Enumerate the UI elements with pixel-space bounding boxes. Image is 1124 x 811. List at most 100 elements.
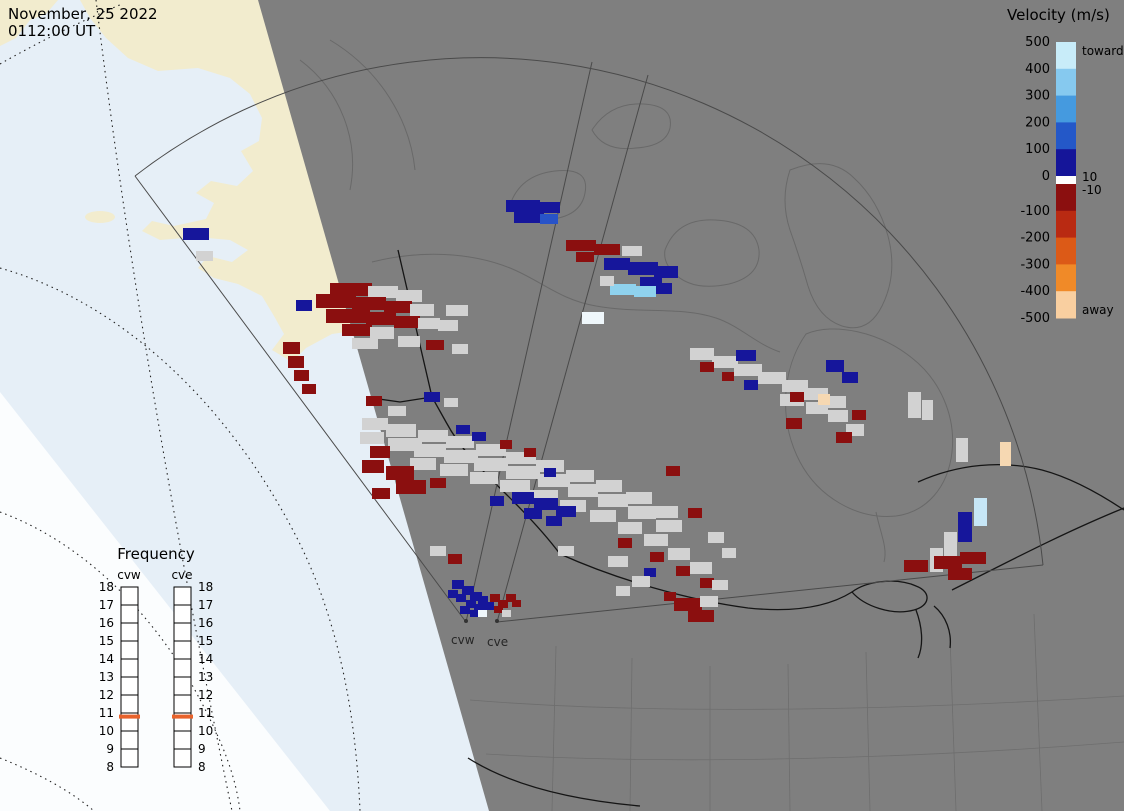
frequency-scale-label: 12 — [99, 688, 114, 702]
velocity-cell — [1000, 442, 1011, 466]
velocity-cell — [712, 356, 738, 368]
velocity-cell — [326, 309, 370, 323]
velocity-cell — [828, 410, 848, 422]
velocity-cell — [674, 598, 702, 611]
velocity-cell — [474, 604, 484, 612]
state-line — [1033, 613, 1043, 811]
velocity-cell — [330, 283, 372, 296]
velocity-cell — [196, 251, 213, 261]
velocity-tick-label: 400 — [1025, 62, 1050, 77]
velocity-cell — [444, 450, 478, 463]
velocity-cell — [566, 470, 594, 482]
velocity-cell — [676, 566, 690, 576]
velocity-cell — [460, 606, 470, 614]
lakes-michigan-huron — [915, 605, 952, 659]
velocity-cell — [500, 440, 512, 449]
away-label: away — [1082, 303, 1114, 317]
fan-outline — [134, 57, 1044, 623]
land-chukotka — [0, 0, 58, 46]
velocity-cell — [610, 284, 636, 295]
frequency-scale-label: 16 — [198, 616, 213, 630]
velocity-cell — [446, 305, 468, 316]
velocity-cell — [540, 214, 558, 224]
velocity-cell — [430, 478, 446, 488]
frequency-scale-label: 9 — [198, 742, 206, 756]
coastline — [329, 39, 416, 171]
coast-st-lawrence — [917, 464, 1124, 511]
state-line — [485, 741, 1124, 761]
velocity-colorbar: 500 400 300 200 100 0 -100 -200 -300 -400 -500 — [1020, 35, 1076, 326]
velocity-cell — [494, 606, 503, 613]
velocity-cell — [370, 446, 390, 458]
velocity-cell — [654, 266, 678, 278]
velocity-cell — [786, 418, 802, 429]
velocity-cell — [386, 466, 414, 480]
coast-pacific — [467, 757, 641, 807]
velocity-tick-label: -400 — [1020, 284, 1050, 299]
velocity-cell — [426, 340, 444, 350]
fan-outer-arc — [134, 57, 1044, 566]
velocity-cell — [524, 508, 542, 519]
frequency-scale-label: 15 — [99, 634, 114, 648]
velocity-cell — [446, 436, 474, 448]
velocity-cell — [418, 430, 448, 442]
velocity-cell — [366, 312, 396, 325]
velocity-cell — [490, 496, 504, 506]
velocity-cell — [283, 342, 300, 354]
velocity-cell — [668, 548, 690, 560]
velocity-colorbar-segment — [1056, 149, 1076, 177]
velocity-cell — [366, 396, 382, 406]
coastline-island — [591, 103, 671, 150]
velocity-cell — [502, 610, 511, 617]
velocity-cell — [790, 392, 804, 402]
time-label: 0112:00 UT — [8, 22, 96, 40]
coastline-hudson-bay — [785, 328, 954, 517]
velocity-cell — [616, 586, 630, 596]
graticule-meridian — [95, 0, 233, 811]
velocity-cell — [456, 594, 466, 602]
velocity-cell — [360, 432, 384, 444]
velocity-cell — [944, 532, 957, 558]
velocity-colorbar-segment — [1056, 237, 1076, 265]
velocity-cell — [470, 610, 479, 617]
velocity-cell — [556, 506, 576, 517]
frequency-scale-label: 13 — [198, 670, 213, 684]
velocity-cell — [650, 552, 664, 562]
velocity-cell — [414, 444, 446, 457]
velocity-cell — [386, 424, 416, 437]
velocity-colorbar-segment — [1056, 122, 1076, 150]
velocity-legend-title: Velocity (m/s) — [1007, 6, 1110, 24]
frequency-panel-title: Frequency — [117, 545, 195, 563]
velocity-cell — [536, 460, 564, 472]
velocity-cell — [352, 338, 378, 349]
velocity-cell — [352, 297, 386, 310]
frequency-ladders: 18 17 16 15 14 13 12 11 10 9 8 18 17 16 15 14 13 12 11 10 9 8 — [99, 580, 214, 774]
velocity-cell — [712, 580, 728, 590]
frequency-scale-label: 18 — [99, 580, 114, 594]
velocity-cell — [734, 364, 762, 376]
velocity-cell — [656, 283, 672, 294]
velocity-tick-label: -200 — [1020, 231, 1050, 246]
velocity-cell — [934, 556, 962, 569]
velocity-cell — [634, 286, 656, 297]
toward-label: toward — [1082, 44, 1124, 58]
velocity-cell — [388, 438, 422, 451]
fan-left-edge — [134, 175, 467, 623]
velocity-cell — [644, 534, 668, 546]
velocity-cell — [544, 468, 556, 477]
frequency-marker — [119, 714, 140, 719]
velocity-cell — [368, 286, 398, 298]
velocity-tick-label: -300 — [1020, 257, 1050, 272]
graticule — [0, 0, 361, 811]
velocity-cell — [700, 596, 718, 607]
velocity-cell — [512, 492, 534, 504]
velocity-cell — [448, 554, 462, 564]
frequency-scale-label: 16 — [99, 616, 114, 630]
velocity-cell — [664, 592, 676, 601]
gap-bottom-label: -10 — [1082, 183, 1102, 197]
velocity-cell — [296, 300, 312, 311]
velocity-cell — [490, 594, 500, 602]
velocity-cell — [708, 532, 724, 543]
velocity-cell — [566, 240, 596, 251]
